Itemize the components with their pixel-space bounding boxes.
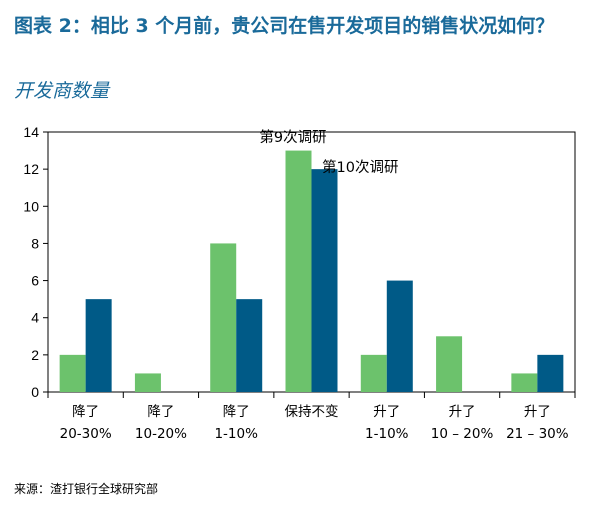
x-category-label-range: 1-10% bbox=[214, 426, 258, 442]
bar-survey9 bbox=[210, 243, 237, 392]
bar-survey10 bbox=[386, 280, 413, 392]
chart-title: 图表 2：相比 3 个月前，贵公司在售开发项目的销售状况如何？ bbox=[14, 15, 555, 37]
x-category-label: 升了 bbox=[373, 404, 400, 420]
bar-survey10 bbox=[311, 169, 338, 392]
y-tick-label: 14 bbox=[23, 124, 39, 140]
y-tick-label: 0 bbox=[31, 384, 39, 400]
y-axis-label: 开发商数量 bbox=[14, 80, 110, 102]
bar-survey9 bbox=[511, 373, 538, 392]
bar-survey9 bbox=[134, 373, 161, 392]
y-tick-label: 12 bbox=[23, 161, 39, 177]
x-category-label-range: 1-10% bbox=[365, 426, 409, 442]
x-category-label: 升了 bbox=[449, 404, 476, 420]
x-category-label: 降了 bbox=[223, 404, 250, 420]
x-category-label: 保持不变 bbox=[285, 404, 339, 420]
y-tick-label: 6 bbox=[31, 273, 39, 289]
x-category-label-range: 10 – 20% bbox=[431, 426, 494, 442]
bar-survey10 bbox=[236, 299, 263, 392]
series-label-survey9: 第9次调研 bbox=[259, 128, 326, 146]
bar-survey9 bbox=[360, 354, 387, 392]
x-category-label-range: 10-20% bbox=[135, 426, 187, 442]
bar-chart: 0 2 4 6 8 10 12 14 降了 20-30% 降了 10-20% 降了 1-10% 保持不变 升了… bbox=[23, 124, 576, 442]
bar-survey9 bbox=[59, 354, 86, 392]
y-tick-label: 10 bbox=[23, 198, 39, 214]
x-category-label: 降了 bbox=[72, 404, 99, 420]
x-category-label-range: 20-30% bbox=[60, 426, 112, 442]
bar-survey10 bbox=[537, 354, 564, 392]
x-category-label-range: 21 – 30% bbox=[506, 426, 569, 442]
bar-survey10 bbox=[85, 299, 112, 392]
y-tick-label: 4 bbox=[31, 310, 39, 326]
y-tick-label: 8 bbox=[31, 235, 39, 251]
bar-survey9 bbox=[285, 150, 312, 392]
x-category-label: 降了 bbox=[147, 404, 174, 420]
source-note: 来源：渣打银行全球研究部 bbox=[14, 482, 159, 496]
y-tick-label: 2 bbox=[31, 347, 39, 363]
bar-survey9 bbox=[436, 336, 463, 392]
series-label-survey10: 第10次调研 bbox=[322, 158, 398, 176]
x-category-label: 升了 bbox=[524, 404, 551, 420]
